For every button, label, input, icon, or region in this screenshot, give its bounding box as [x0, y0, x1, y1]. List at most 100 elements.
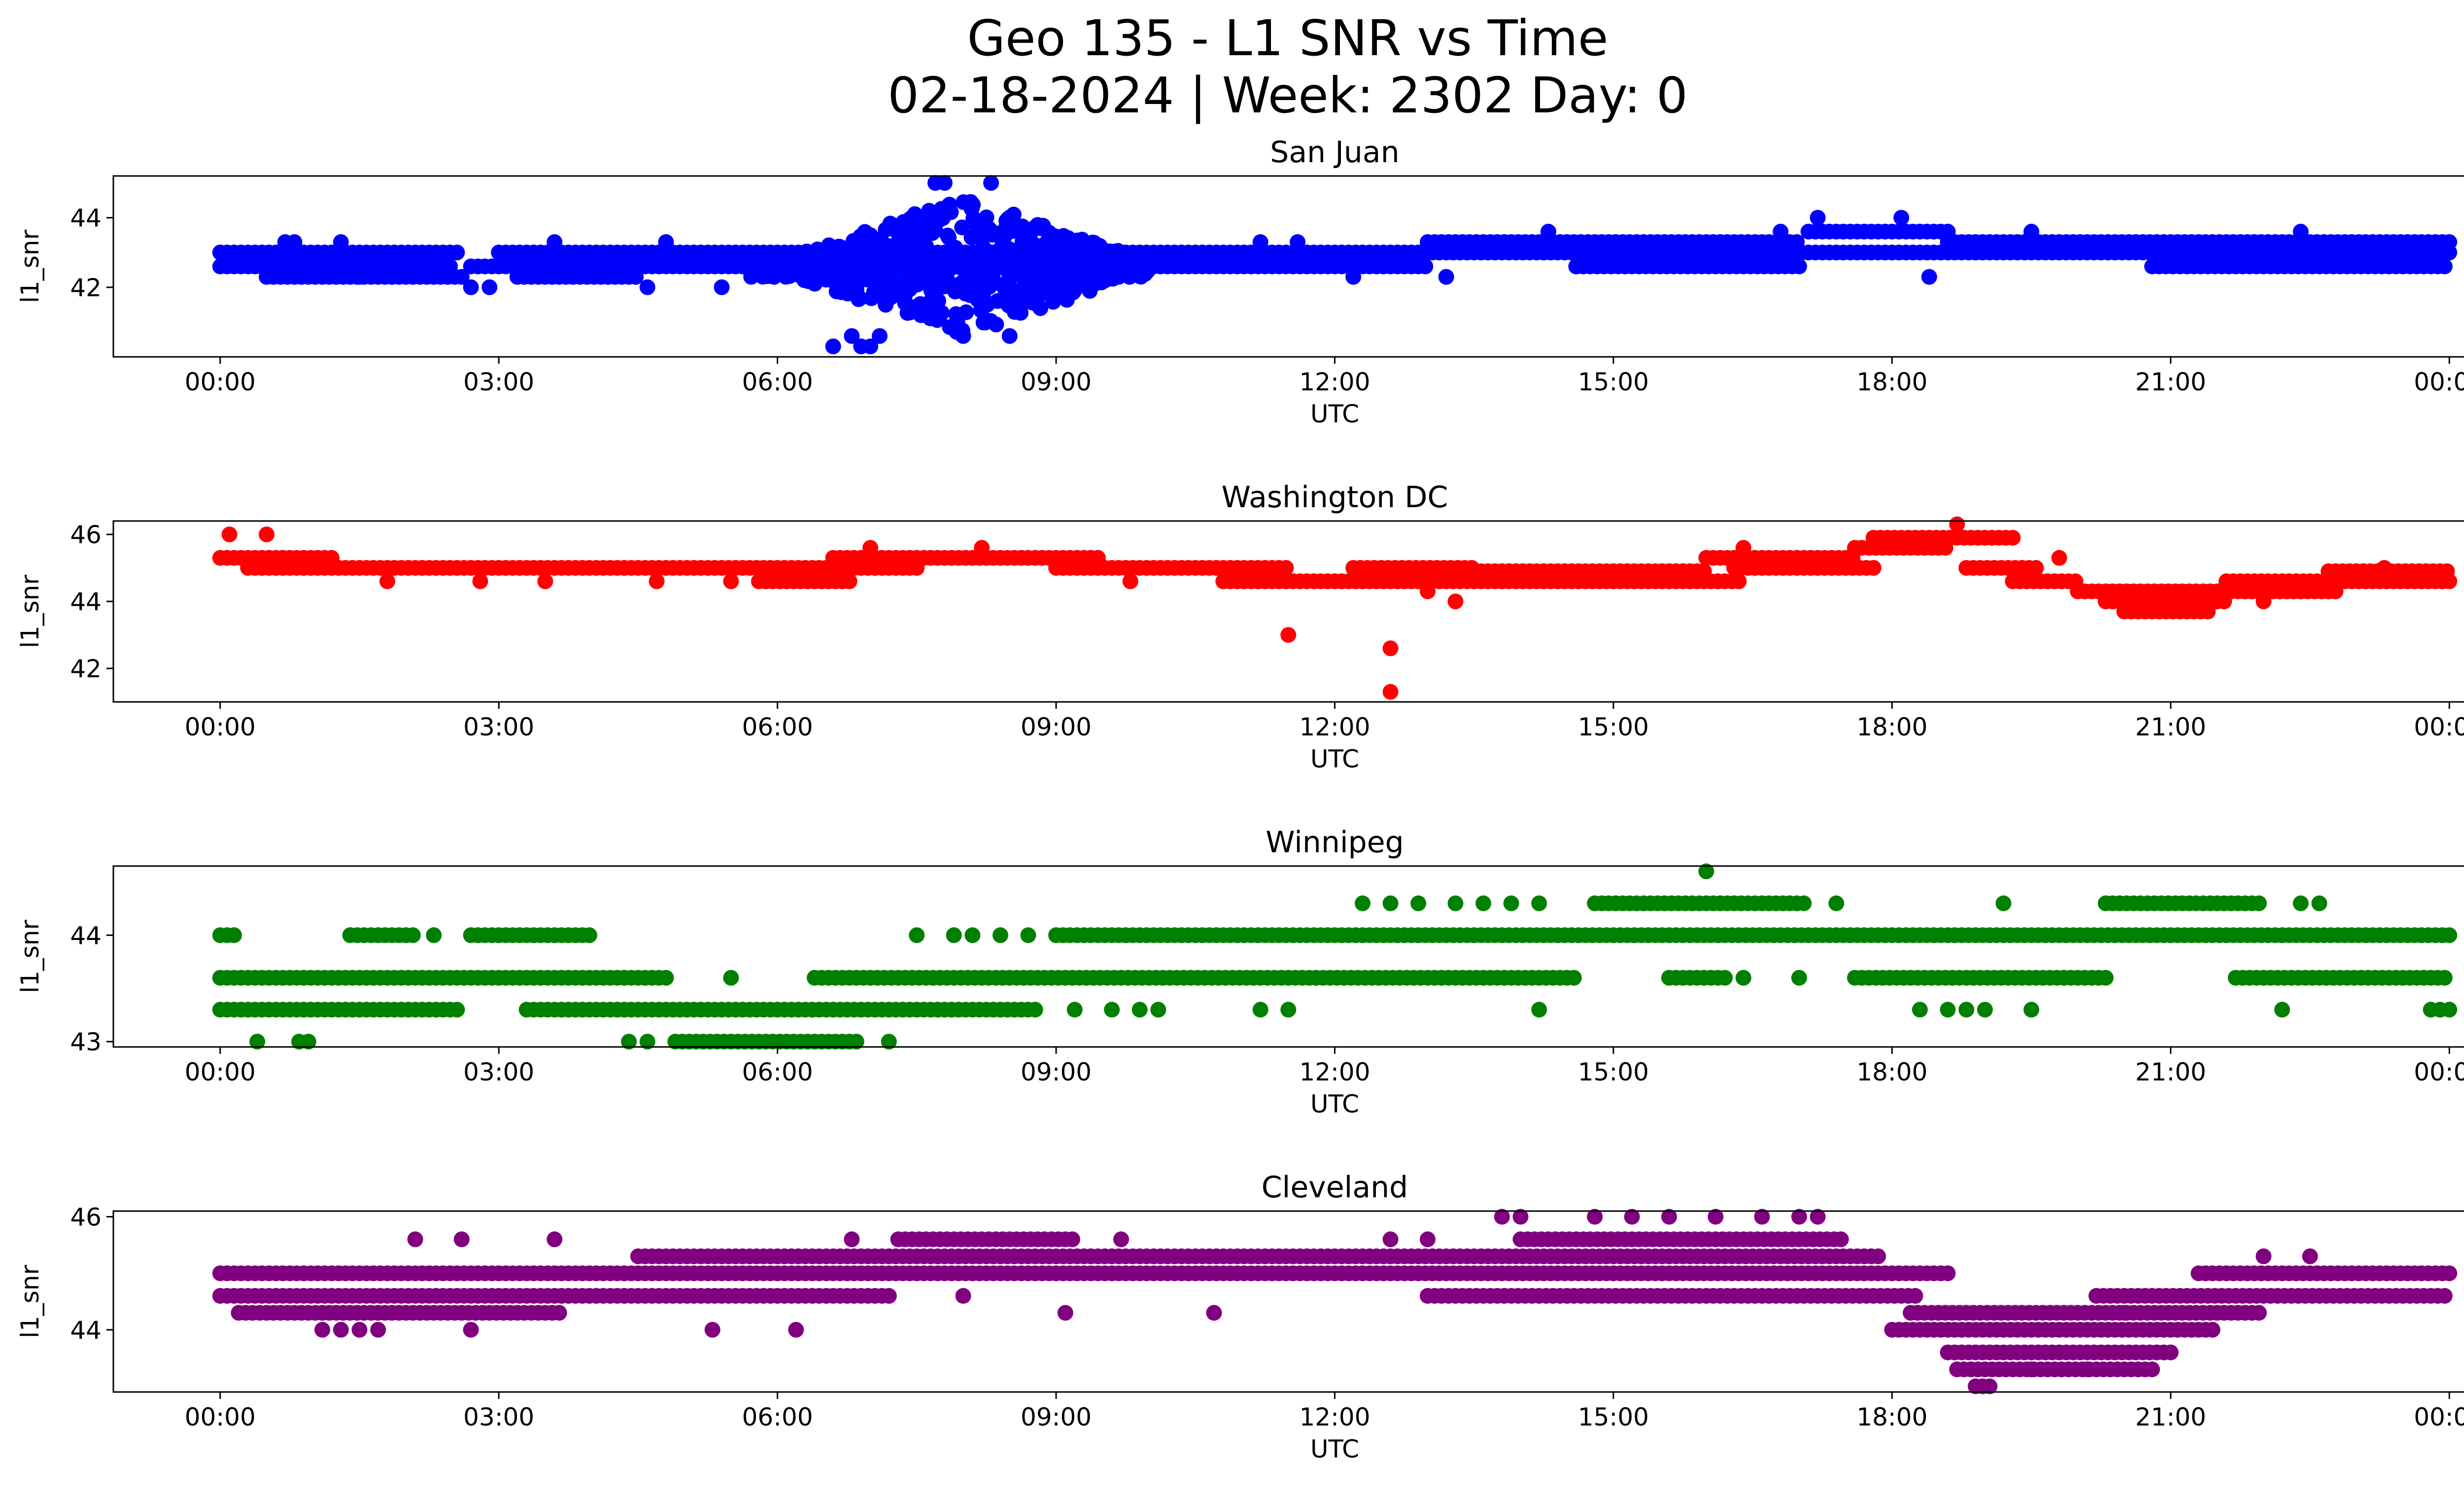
chart-2-marks	[212, 863, 2458, 1050]
chart-0-point	[927, 175, 943, 191]
chart-1-point	[1382, 684, 1399, 700]
chart-3-xtick-label: 12:00	[1299, 1403, 1370, 1431]
chart-0-scatter-point	[786, 251, 802, 267]
chart-3-band-8-point	[1982, 1378, 1998, 1394]
chart-2-point	[300, 1034, 316, 1050]
chart-2-band-4-point	[1796, 895, 1812, 911]
chart-3-point	[1708, 1209, 1724, 1225]
chart-0-point	[351, 269, 368, 285]
chart-2-xtick-label: 00:00	[185, 1058, 256, 1086]
chart-2-point	[909, 927, 925, 943]
chart-3-ylabel: l1_snr	[16, 1265, 44, 1338]
chart-2-title: Winnipeg	[1266, 825, 1404, 860]
chart-2-xlabel: UTC	[1310, 1090, 1359, 1118]
chart-2-xtick-label: 18:00	[1856, 1058, 1927, 1086]
chart-2-xtick-label: 06:00	[742, 1058, 813, 1086]
chart-3-xlabel: UTC	[1310, 1435, 1359, 1463]
chart-1-band-2-point	[1731, 573, 1747, 590]
chart-0-point	[872, 328, 888, 344]
chart-0-scatter-point	[921, 203, 937, 219]
chart-1-point	[862, 540, 879, 556]
chart-3-point	[2256, 1248, 2272, 1264]
figure-title-line-2: 02-18-2024 | Week: 2302 Day: 0	[888, 67, 1687, 124]
chart-1-band-8-point	[2200, 603, 2216, 620]
chart-3-xtick-label: 21:00	[2135, 1403, 2206, 1431]
chart-0-scatter-point	[963, 229, 980, 245]
chart-0-scatter-point	[1074, 232, 1090, 248]
chart-2-point	[723, 970, 739, 986]
chart-0-scatter-point	[923, 282, 939, 299]
chart-0-point	[862, 338, 879, 354]
chart-0-scatter-point	[940, 227, 956, 243]
chart-0-point	[333, 234, 349, 250]
chart-0-scatter-point	[998, 213, 1015, 229]
chart-0-band-2-point	[453, 269, 470, 285]
chart-0-xtick-label: 21:00	[2135, 368, 2206, 396]
chart-3-title: Cleveland	[1262, 1170, 1408, 1205]
chart-3-point	[547, 1231, 563, 1248]
chart-0-point	[639, 279, 655, 295]
chart-1-point	[2051, 550, 2067, 566]
chart-0-scatter-point	[853, 253, 869, 270]
chart-3-xtick-label: 00:00	[2414, 1403, 2464, 1431]
chart-3-band-2-point	[1870, 1248, 1886, 1264]
chart-2-band-3-point	[848, 1034, 864, 1050]
chart-0-panel: San Juan 00:00 03:00 06:00 09:00 12:00 15:00 18…	[16, 135, 2464, 428]
chart-3-point	[314, 1321, 331, 1338]
chart-1-point	[472, 573, 488, 590]
chart-3-ytick-label: 44	[70, 1316, 102, 1345]
chart-0-point	[955, 328, 971, 344]
chart-0-band-2-point	[628, 269, 644, 285]
chart-2-band-1-point	[658, 970, 674, 986]
chart-1-point	[1447, 593, 1464, 610]
chart-0-scatter-point	[882, 215, 898, 232]
chart-0-scatter-point	[1067, 262, 1083, 278]
chart-3-band-7-point	[2144, 1361, 2160, 1378]
chart-0-scatter-point	[813, 242, 829, 258]
chart-1-band-1-point	[1278, 560, 1294, 576]
chart-2-point	[1791, 970, 1807, 986]
chart-3-xtick-label: 00:00	[185, 1403, 256, 1431]
chart-2-point	[1958, 1002, 1975, 1018]
chart-1-point	[379, 573, 395, 590]
chart-0-scatter-point	[767, 253, 783, 269]
chart-3-band-4-point	[1064, 1231, 1080, 1248]
chart-1-point	[1420, 583, 1436, 599]
chart-1-band-2-point	[841, 573, 857, 590]
chart-3-point	[1512, 1209, 1529, 1225]
chart-1-ytick-label: 42	[70, 655, 102, 683]
chart-2-point	[426, 927, 442, 943]
chart-0-point	[1540, 223, 1556, 240]
chart-0-point	[481, 279, 498, 295]
chart-2-band-0-point	[405, 927, 421, 943]
chart-0-scatter-point	[949, 313, 965, 330]
chart-2-band-1-point	[1566, 970, 1582, 986]
chart-3-band-1-point	[881, 1288, 897, 1304]
chart-1-point	[649, 573, 665, 590]
chart-1-ytick-label: 44	[70, 588, 102, 616]
chart-0-point	[1568, 258, 1584, 275]
chart-3-xtick-label: 06:00	[742, 1403, 813, 1431]
chart-2-point	[1698, 863, 1714, 879]
chart-3-band-6-point	[2162, 1344, 2179, 1360]
chart-1-xtick-label: 12:00	[1299, 713, 1370, 741]
chart-2-point	[1280, 1002, 1297, 1018]
chart-0-point	[983, 175, 999, 191]
chart-0-scatter-point	[831, 239, 847, 255]
chart-0-point	[1345, 269, 1362, 285]
chart-0-scatter-point	[915, 222, 931, 239]
chart-0-point	[1438, 269, 1454, 285]
chart-0-scatter-point	[806, 255, 821, 271]
chart-0-scatter-point	[1075, 245, 1092, 261]
chart-0-point	[2023, 223, 2040, 240]
chart-1-point	[2256, 593, 2272, 610]
chart-2-ytick-label: 43	[70, 1028, 102, 1056]
chart-0-xtick-label: 00:00	[185, 368, 256, 396]
chart-0-scatter-point	[954, 260, 970, 277]
chart-0-scatter-point	[815, 270, 831, 286]
chart-3-band-1-point	[1907, 1288, 1923, 1304]
chart-0-scatter-point	[924, 253, 940, 269]
chart-1-band-5-point	[2005, 530, 2021, 546]
chart-2-band-0-point	[2441, 927, 2458, 943]
